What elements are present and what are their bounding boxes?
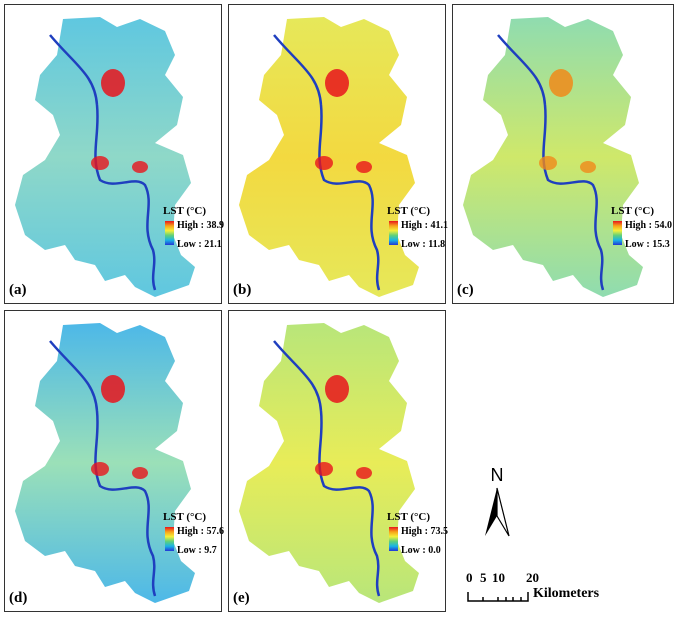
north-arrow-icon: [485, 487, 510, 537]
legend-title: LST (°C): [387, 511, 431, 523]
urban-heat-area: [315, 156, 333, 170]
legend: LST (°C) High : 54.0 Low : 15.3: [611, 205, 675, 250]
legend-low: Low : 15.3: [625, 239, 670, 250]
urban-heat-area: [539, 156, 557, 170]
map-panel: (b) LST (°C) High : 41.1 Low : 11.8: [228, 4, 448, 304]
north-label: N: [490, 465, 504, 485]
map-panel: (c) LST (°C) High : 54.0 Low : 15.3: [452, 4, 674, 304]
urban-heat-area: [325, 375, 349, 403]
scale-tick-label: 20: [526, 570, 539, 585]
legend-title: LST (°C): [611, 205, 655, 217]
panel-label: (e): [233, 590, 250, 606]
legend-low: Low : 21.1: [177, 239, 222, 250]
scale-tick-label: 5: [480, 570, 487, 585]
legend: LST (°C) High : 38.9 Low : 21.1: [163, 205, 227, 250]
legend: LST (°C) High : 41.1 Low : 11.8: [387, 205, 451, 250]
color-ramp: [389, 527, 398, 551]
scale-unit: Kilometers: [533, 586, 600, 601]
urban-heat-area: [580, 161, 596, 173]
scale-bar: 0 5 10 20 Kilometers: [466, 570, 599, 602]
urban-heat-area: [325, 69, 349, 97]
legend-title: LST (°C): [163, 205, 207, 217]
urban-heat-area: [132, 467, 148, 479]
urban-heat-area: [356, 467, 372, 479]
map-panel: (e) LST (°C) High : 73.5 Low : 0.0: [228, 310, 448, 612]
legend: LST (°C) High : 73.5 Low : 0.0: [387, 511, 451, 556]
scale-bar-graphic: [467, 592, 529, 602]
urban-heat-area: [91, 462, 109, 476]
study-area: [239, 323, 419, 603]
legend-low: Low : 0.0: [401, 545, 441, 556]
map-panel: (a) LST (°C) High : 38.9 Low : 21.1: [4, 4, 224, 304]
urban-heat-area: [101, 69, 125, 97]
lst-map: [15, 323, 195, 603]
lst-map: [239, 17, 419, 297]
urban-heat-area: [132, 161, 148, 173]
study-area: [15, 17, 195, 297]
legend-high: High : 41.1: [401, 220, 448, 231]
legend-high: High : 38.9: [177, 220, 224, 231]
color-ramp: [389, 221, 398, 245]
legend-title: LST (°C): [163, 511, 207, 523]
study-area: [463, 17, 643, 297]
map-panel: (d) LST (°C) High : 57.6 Low : 9.7: [4, 310, 224, 612]
legend-high: High : 73.5: [401, 526, 448, 537]
scale-tick-label: 0: [466, 570, 473, 585]
panel-label: (a): [9, 282, 27, 298]
urban-heat-area: [101, 375, 125, 403]
legend-low: Low : 11.8: [401, 239, 446, 250]
legend-low: Low : 9.7: [177, 545, 217, 556]
north-arrow: N: [482, 465, 512, 546]
urban-heat-area: [356, 161, 372, 173]
scale-tick-label: 10: [492, 570, 505, 585]
legend: LST (°C) High : 57.6 Low : 9.7: [163, 511, 227, 556]
panel-label: (d): [9, 590, 28, 606]
color-ramp: [165, 527, 174, 551]
panel-label: (c): [457, 282, 474, 298]
legend-title: LST (°C): [387, 205, 431, 217]
urban-heat-area: [549, 69, 573, 97]
panel-label: (b): [233, 282, 252, 298]
urban-heat-area: [315, 462, 333, 476]
legend-high: High : 54.0: [625, 220, 672, 231]
lst-map: [463, 17, 643, 297]
urban-heat-area: [91, 156, 109, 170]
color-ramp: [165, 221, 174, 245]
lst-map: [239, 323, 419, 603]
legend-high: High : 57.6: [177, 526, 224, 537]
study-area: [15, 323, 195, 603]
study-area: [239, 17, 419, 297]
color-ramp: [613, 221, 622, 245]
lst-map: [15, 17, 195, 297]
